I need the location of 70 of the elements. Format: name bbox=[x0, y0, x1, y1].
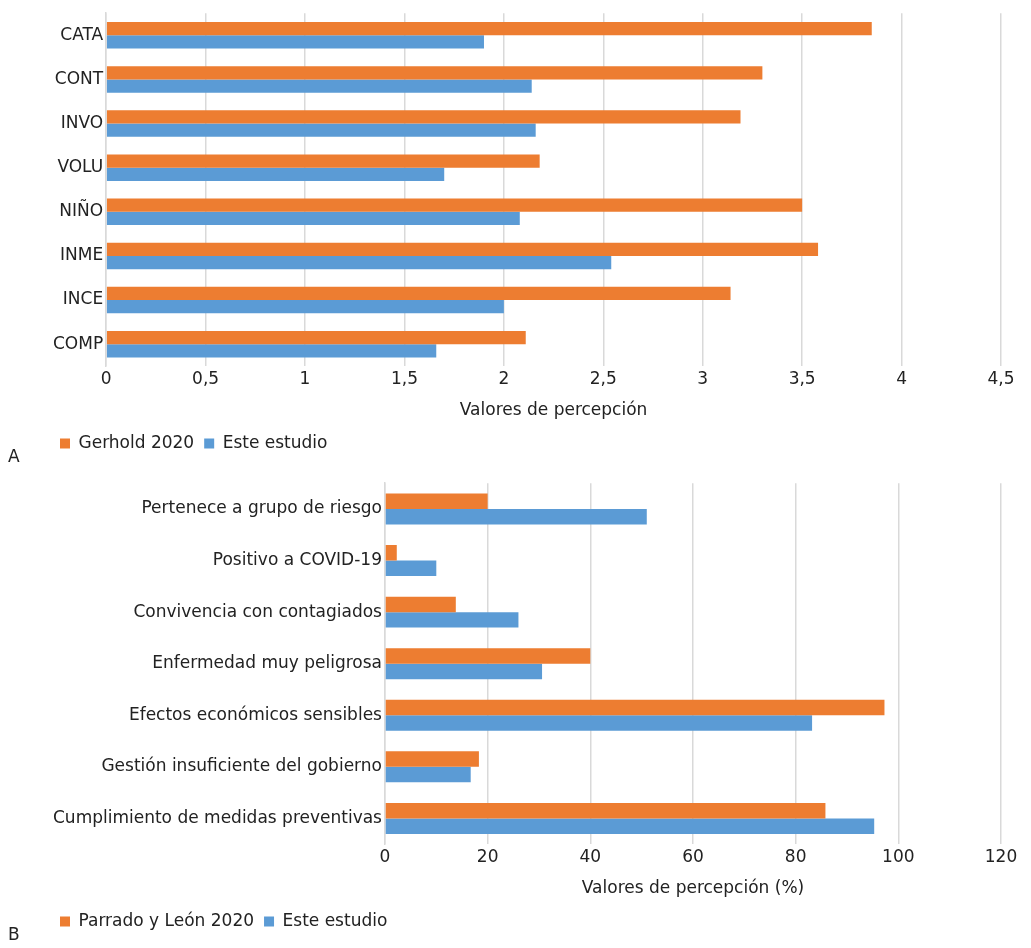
bar bbox=[385, 493, 488, 509]
y-tick-label: Convivencia con contagiados bbox=[133, 600, 383, 621]
x-axis-title: Valores de percepción (%) bbox=[581, 877, 805, 898]
text: B bbox=[8, 924, 20, 944]
bar bbox=[385, 612, 519, 628]
bar bbox=[106, 66, 763, 80]
bar bbox=[106, 286, 731, 301]
bar bbox=[106, 167, 445, 181]
bar bbox=[385, 751, 479, 767]
x-tick-label: 4 bbox=[896, 367, 907, 388]
bar bbox=[385, 663, 543, 680]
bar bbox=[385, 699, 885, 716]
legend-label: Gerhold 2020 bbox=[78, 431, 195, 452]
bar bbox=[385, 715, 813, 731]
bar bbox=[106, 123, 536, 137]
text: A bbox=[8, 446, 20, 466]
bar bbox=[106, 242, 819, 256]
y-tick-label: Gestión insuficiente del gobierno bbox=[101, 755, 382, 776]
bar bbox=[106, 211, 520, 225]
y-tick-label: CONT bbox=[54, 67, 104, 88]
y-tick-label: CATA bbox=[60, 23, 104, 44]
x-tick-label: 120 bbox=[984, 845, 1018, 866]
y-tick-label: Positivo a COVID-19 bbox=[212, 548, 382, 569]
x-tick-label: 100 bbox=[882, 845, 915, 866]
y-tick-label: INVO bbox=[60, 111, 104, 132]
y-tick-label: COMP bbox=[53, 332, 104, 353]
y-tick-label: INME bbox=[60, 244, 104, 265]
x-tick-label: 80 bbox=[784, 845, 807, 866]
legend-label: Parrado y León 2020 bbox=[78, 909, 255, 930]
y-tick-label: INCE bbox=[62, 288, 104, 309]
x-tick-label: 60 bbox=[682, 845, 704, 866]
bar bbox=[385, 648, 591, 664]
bar bbox=[385, 508, 647, 525]
x-tick-label: 0 bbox=[379, 845, 391, 866]
bar bbox=[106, 35, 484, 49]
legend-label: Este estudio bbox=[222, 431, 328, 452]
x-axis-title: Valores de percepción bbox=[459, 399, 648, 420]
bar bbox=[106, 22, 872, 36]
bar bbox=[106, 154, 540, 168]
x-tick-label: 4,5 bbox=[987, 367, 1015, 388]
x-tick-label: 1,5 bbox=[390, 367, 418, 388]
x-tick-label: 20 bbox=[476, 845, 499, 866]
y-tick-label: NIÑO bbox=[59, 199, 104, 221]
x-tick-label: 3 bbox=[697, 367, 709, 388]
x-tick-label: 3,5 bbox=[788, 367, 816, 388]
x-tick-label: 1 bbox=[299, 367, 311, 388]
x-tick-label: 0 bbox=[100, 367, 112, 388]
legend-label: Este estudio bbox=[282, 909, 388, 930]
bar bbox=[106, 255, 612, 270]
y-tick-label: Efectos económicos sensibles bbox=[128, 703, 383, 724]
bar bbox=[385, 818, 875, 834]
y-tick-label: Cumplimiento de medidas preventivas bbox=[53, 806, 383, 827]
y-tick-label: Pertenece a grupo de riesgo bbox=[141, 497, 382, 518]
bar bbox=[385, 802, 826, 819]
bar bbox=[106, 344, 437, 358]
bar bbox=[106, 330, 526, 345]
bar bbox=[106, 110, 741, 124]
bar bbox=[106, 300, 504, 314]
x-tick-label: 0,5 bbox=[192, 367, 220, 388]
bar bbox=[106, 79, 532, 93]
bar bbox=[385, 545, 397, 561]
bar bbox=[106, 198, 803, 212]
x-tick-label: 2,5 bbox=[589, 367, 617, 388]
bar bbox=[385, 766, 471, 783]
bar bbox=[385, 560, 437, 577]
x-tick-label: 2 bbox=[498, 367, 510, 388]
x-tick-label: 40 bbox=[579, 845, 602, 866]
y-tick-label: VOLU bbox=[57, 156, 104, 177]
y-tick-label: Enfermedad muy peligrosa bbox=[152, 652, 382, 673]
bar bbox=[385, 596, 456, 613]
